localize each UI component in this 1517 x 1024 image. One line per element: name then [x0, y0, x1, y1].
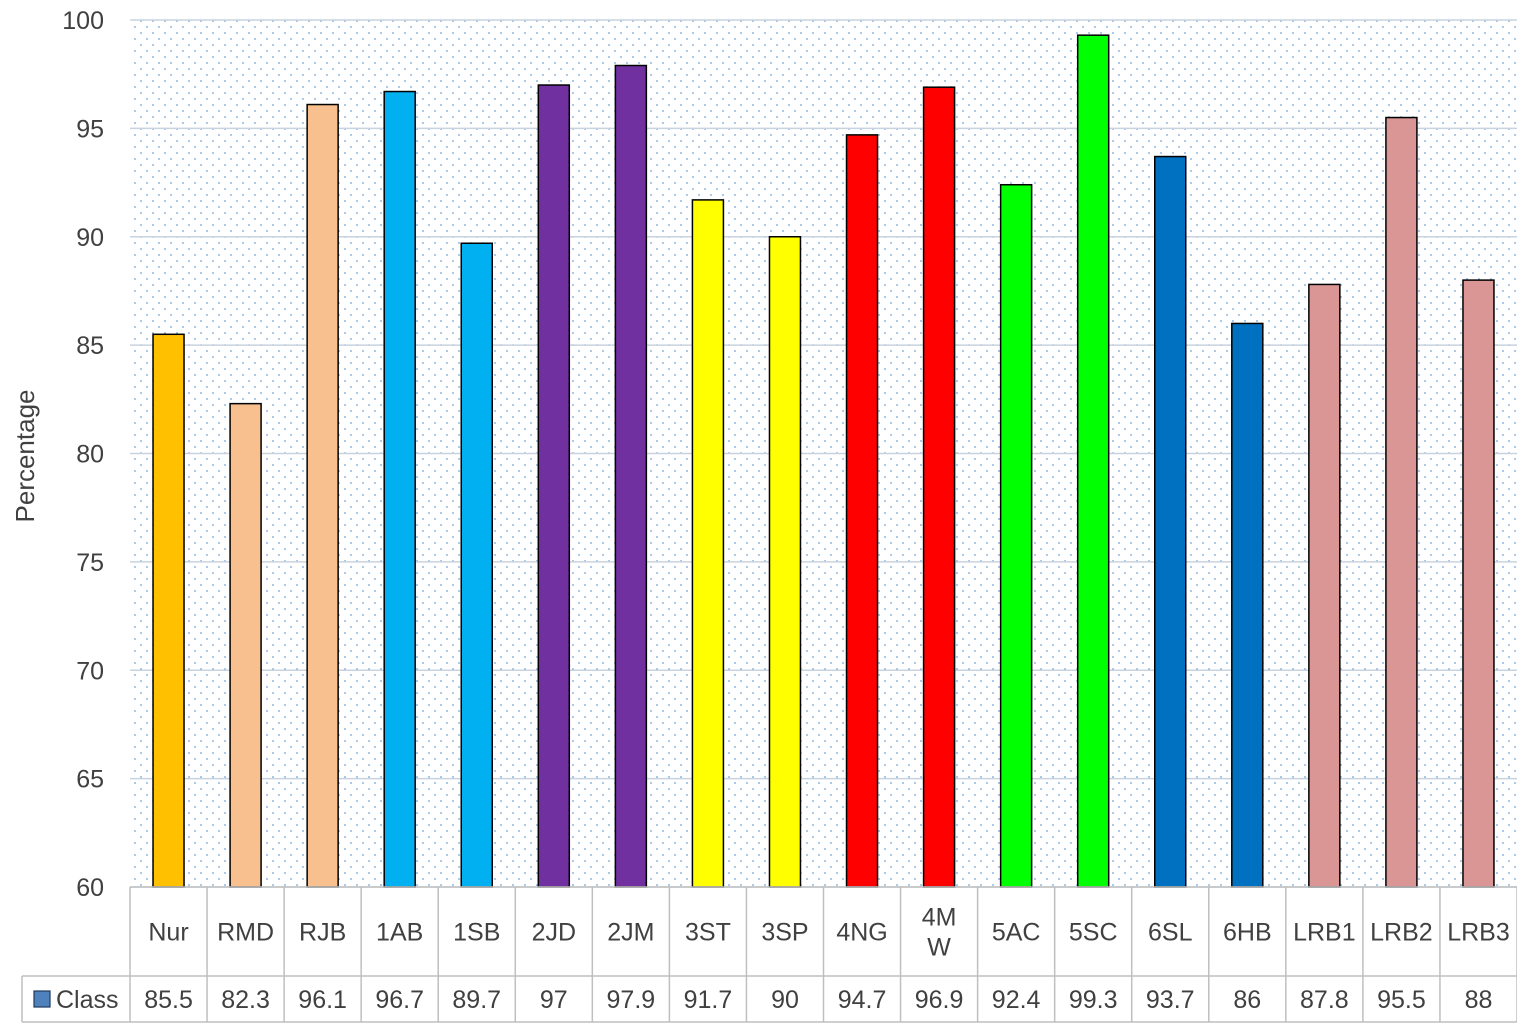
- x-category-label: 2JM: [607, 919, 654, 947]
- bar-LRB3: [1462, 279, 1495, 888]
- bar-RJB: [306, 103, 339, 888]
- bar-1AB: [383, 90, 416, 888]
- bar-LRB1: [1308, 283, 1341, 888]
- data-table: Nur RMD RJB 1AB 1SB 2JD 2JM 3ST 3SP 4NG 4M W 5AC 5SC 6…: [21, 886, 1517, 1023]
- y-tick-label: 85: [76, 332, 104, 360]
- x-category-label: 6HB: [1223, 919, 1272, 947]
- bar-4MW: [922, 86, 956, 888]
- data-value-label: 96.7: [375, 986, 424, 1014]
- bar-2JD: [537, 84, 571, 888]
- data-value-label: 85.5: [144, 986, 193, 1014]
- bar-3ST: [691, 199, 725, 888]
- y-tick-label: 95: [76, 115, 104, 143]
- bar-3SP: [768, 236, 802, 888]
- bar-6HB: [1231, 322, 1264, 888]
- x-category-label: 5SC: [1069, 919, 1118, 947]
- data-value-label: 89.7: [452, 986, 501, 1014]
- x-category-label: 2JD: [532, 919, 576, 947]
- bar-RMD: [229, 402, 262, 888]
- x-category-label: RMD: [217, 919, 274, 947]
- x-category-label: 3SP: [761, 919, 808, 947]
- data-value-label: 97.9: [607, 986, 656, 1014]
- data-value-label: 95.5: [1377, 986, 1426, 1014]
- x-category-label: 3ST: [685, 919, 731, 947]
- y-tick-label: 100: [62, 7, 104, 35]
- x-category-label: LRB1: [1293, 919, 1356, 947]
- data-value-label: 86: [1233, 986, 1261, 1014]
- series-name-label: Class: [56, 986, 119, 1014]
- data-value-label: 91.7: [684, 986, 733, 1014]
- bars: [152, 34, 1495, 888]
- y-tick-label: 80: [76, 441, 104, 469]
- data-value-label: 94.7: [838, 986, 887, 1014]
- y-tick-label: 90: [76, 224, 104, 252]
- bar-5AC: [999, 183, 1033, 888]
- bar-1SB: [460, 242, 493, 888]
- data-value-label: 82.3: [221, 986, 270, 1014]
- x-category-label: RJB: [299, 919, 346, 947]
- x-category-label: 1AB: [376, 919, 423, 947]
- x-category-label: Nur: [148, 919, 188, 947]
- y-tick-label: 75: [76, 549, 104, 577]
- x-category-label: LRB3: [1447, 919, 1510, 947]
- y-tick-label: 70: [76, 657, 104, 685]
- x-category-label: 6SL: [1148, 919, 1193, 947]
- bar-6SL: [1154, 155, 1187, 888]
- bar-Nur: [152, 333, 185, 888]
- data-value-label: 96.1: [298, 986, 347, 1014]
- x-category-label: 5AC: [992, 919, 1041, 947]
- y-tick-label: 60: [76, 874, 104, 902]
- x-category-label: LRB2: [1370, 919, 1433, 947]
- data-value-label: 97: [540, 986, 568, 1014]
- y-axis-label: Percentage: [10, 390, 40, 523]
- bar-5SC: [1076, 34, 1110, 888]
- data-value-label: 99.3: [1069, 986, 1118, 1014]
- data-value-label: 90: [771, 986, 799, 1014]
- data-value-label: 88: [1465, 986, 1493, 1014]
- bar-2JM: [614, 64, 648, 888]
- bar-4NG: [845, 134, 879, 888]
- data-value-label: 87.8: [1300, 986, 1349, 1014]
- x-category-label: 1SB: [453, 919, 500, 947]
- x-category-label: 4NG: [836, 919, 887, 947]
- data-value-label: 92.4: [992, 986, 1041, 1014]
- x-category-label: 4M W: [922, 904, 957, 962]
- bar-LRB2: [1385, 116, 1418, 888]
- y-axis-ticks: 60 65 70 75 80 85 90 95 100: [62, 7, 104, 902]
- legend-swatch: [33, 990, 51, 1008]
- data-value-label: 96.9: [915, 986, 964, 1014]
- data-value-label: 93.7: [1146, 986, 1195, 1014]
- y-tick-label: 65: [76, 766, 104, 794]
